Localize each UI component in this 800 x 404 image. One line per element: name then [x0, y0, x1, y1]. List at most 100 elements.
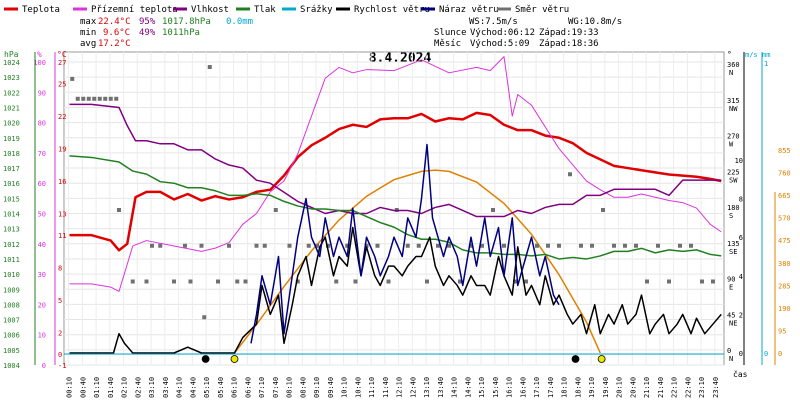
direction-tick: 225	[727, 168, 740, 176]
wind-direction-point	[405, 243, 410, 248]
solar-tick: 190	[778, 305, 791, 313]
direction-tick: 360	[727, 61, 740, 69]
wind-direction-point	[183, 243, 187, 248]
sun-moon-markers	[201, 355, 606, 363]
sunrise-marker	[230, 355, 239, 363]
x-tick-label: 16:10	[506, 377, 514, 398]
direction-tick: 90	[727, 276, 735, 284]
direction-tick: 315	[727, 97, 740, 105]
humidity-tick: 30	[38, 271, 46, 279]
x-tick-label: 17:40	[547, 377, 555, 398]
direction-tick-letter: NE	[729, 319, 737, 327]
wind-direction-point	[108, 96, 113, 101]
wind-direction-point	[375, 243, 380, 248]
wind-direction-points	[70, 65, 715, 320]
wind-direction-point	[207, 65, 212, 69]
wind-direction-point	[689, 243, 693, 248]
x-tick-label: 21:40	[657, 377, 665, 398]
wind-direction-point	[216, 279, 220, 284]
wind-direction-point	[458, 279, 462, 284]
wind-direction-point	[70, 76, 75, 81]
pressure-tick: 1022	[3, 89, 20, 97]
x-tick-label: 20:10	[616, 377, 624, 398]
legend-label: Přízemní teplota	[91, 5, 178, 15]
pressure-tick: 1020	[3, 120, 20, 128]
x-tick-label: 09:40	[327, 377, 335, 398]
wind-direction-point	[295, 279, 300, 284]
series-line	[69, 226, 722, 354]
direction-unit: °	[727, 50, 732, 59]
wind-direction-point	[700, 279, 704, 284]
pressure-tick: 1009	[3, 286, 20, 294]
pressure-unit: hPa	[4, 50, 19, 59]
stat-max-hum: 95%	[139, 17, 156, 27]
wind-direction-point	[667, 279, 671, 284]
wind-speed-stat: WS:7.5m/s	[469, 17, 518, 27]
x-axis: 00:10 00:40 01:10 01:40 02:10 02:40 03:10 03:40…	[66, 377, 720, 398]
humidity-tick: 80	[38, 120, 46, 128]
wind-direction-point	[568, 172, 572, 177]
wind-direction-point	[612, 243, 616, 248]
x-tick-label: 18:40	[574, 377, 582, 398]
grid	[63, 51, 725, 366]
series-line	[69, 103, 722, 218]
temperature-tick: 2	[58, 330, 62, 338]
x-tick-label: 17:10	[533, 377, 541, 398]
humidity-tick: 10	[38, 332, 46, 340]
x-tick-label: 05:10	[203, 377, 211, 398]
wind-direction-point	[546, 243, 550, 248]
x-tick-label: 12:10	[396, 377, 404, 398]
series-line	[250, 143, 560, 344]
sunset-marker	[597, 355, 606, 363]
direction-tick-letter: W	[729, 141, 734, 149]
sunset-text: Západ:19:33	[539, 28, 599, 38]
x-tick-label: 08:40	[299, 377, 307, 398]
stat-min-hum: 49%	[139, 28, 156, 38]
wind-direction-point	[235, 279, 240, 284]
left-axes: hPa % °C 1004100510061007100810091010101…	[3, 50, 67, 370]
wind-direction-point	[114, 96, 119, 101]
x-tick-label: 06:10	[231, 377, 239, 398]
pressure-tick: 1017	[3, 165, 20, 173]
x-tick-label: 04:10	[176, 377, 184, 398]
humidity-tick: 90	[38, 89, 46, 97]
wind-direction-point	[557, 243, 561, 248]
right-axes: ° m/s mm 0N45NE90E135SE180S225SW270W315N…	[727, 50, 791, 365]
direction-tick: 45	[727, 311, 735, 319]
wind-direction-point	[315, 243, 319, 248]
moonset-marker	[571, 355, 580, 363]
solar-tick: 665	[778, 192, 791, 200]
wind-direction-point	[202, 315, 207, 320]
pressure-tick: 1011	[3, 256, 20, 264]
temperature-tick: 22	[58, 113, 66, 121]
wind-direction-point	[227, 243, 231, 248]
temp-unit: °C	[57, 50, 67, 59]
pressure-tick: 1019	[3, 135, 20, 143]
rain-tick: 0	[764, 350, 768, 358]
wind-direction-point	[150, 243, 154, 248]
x-tick-label: 16:40	[519, 377, 527, 398]
direction-tick-letter: E	[729, 284, 733, 292]
x-tick-label: 10:10	[341, 377, 349, 398]
legend-label: Náraz větru	[439, 5, 499, 15]
x-tick-label: 02:10	[121, 377, 129, 398]
wind-direction-point	[81, 96, 86, 101]
wind-direction-point	[130, 279, 135, 284]
x-tick-label: 02:40	[134, 377, 142, 398]
wind-direction-point	[535, 243, 539, 248]
x-tick-label: 03:40	[162, 377, 170, 398]
pressure-tick: 1006	[3, 332, 20, 340]
stats-block: max 22.4°C 95% 1017.8hPa 0.0mm min 9.6°C…	[80, 17, 622, 49]
wind-direction-point	[491, 208, 495, 212]
stat-min-label: min	[80, 28, 96, 38]
x-tick-label: 20:40	[629, 377, 637, 398]
humidity-unit: %	[37, 50, 42, 59]
solar-tick: 855	[778, 147, 791, 155]
direction-tick-letter: NW	[729, 105, 738, 113]
humidity-tick: 50	[38, 211, 46, 219]
x-tick-label: 15:40	[492, 377, 500, 398]
x-tick-label: 15:10	[478, 377, 486, 398]
temperature-tick: 13	[58, 211, 66, 219]
x-tick-label: 03:10	[148, 377, 156, 398]
x-tick-label: 14:10	[451, 377, 459, 398]
